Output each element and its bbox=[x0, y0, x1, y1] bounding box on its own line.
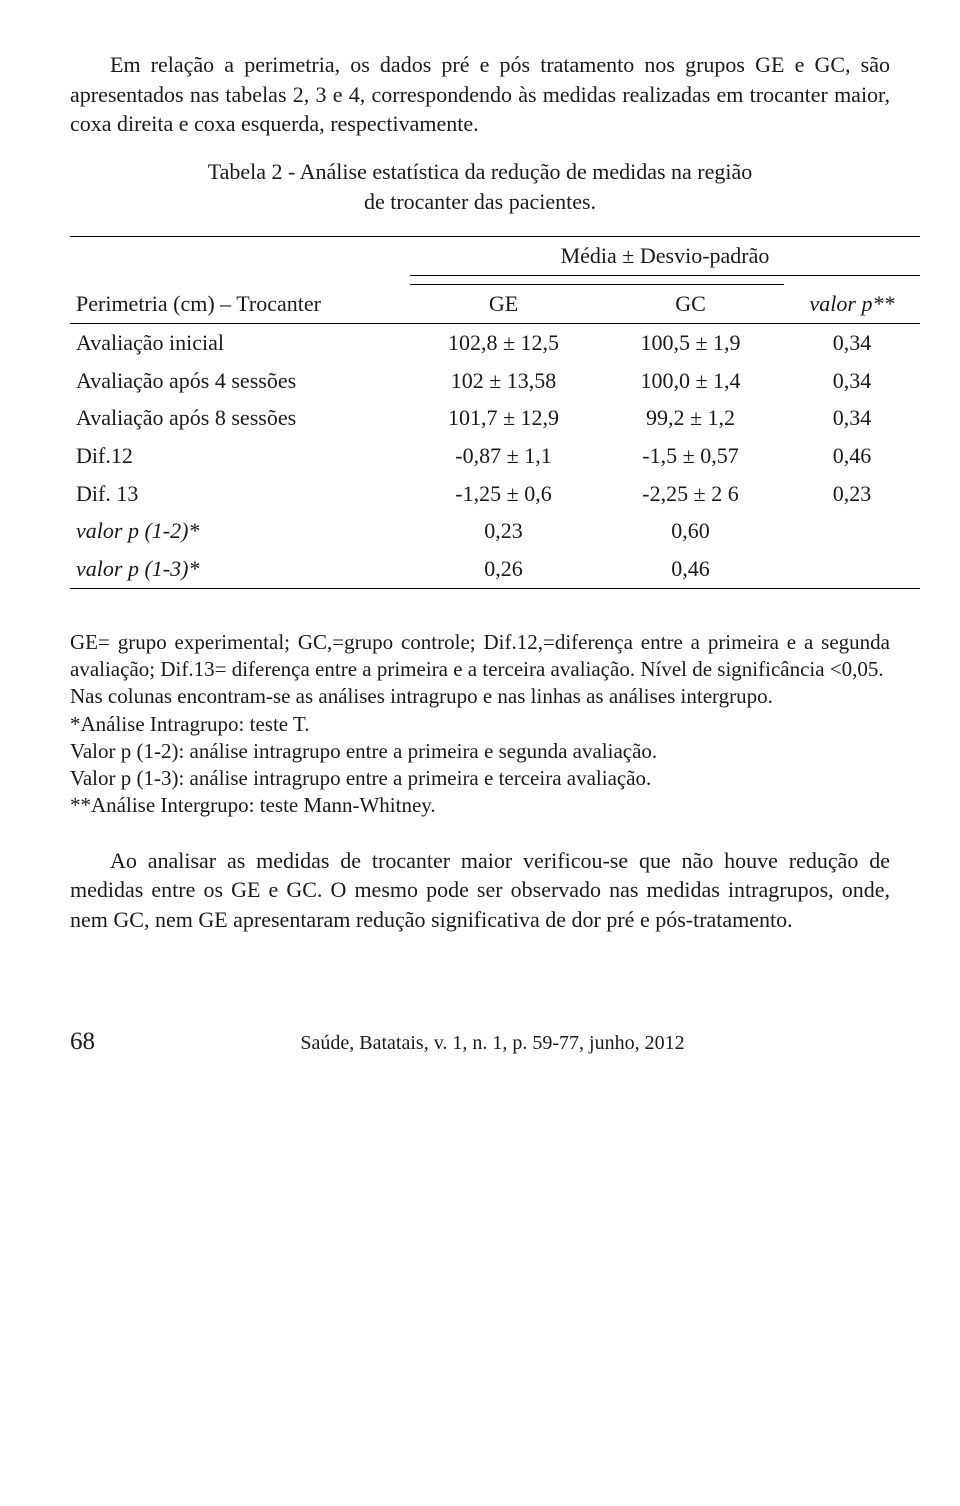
cell-gc: 99,2 ± 1,2 bbox=[597, 399, 784, 437]
page-number: 68 bbox=[70, 1025, 95, 1059]
table-notes: GE= grupo experimental; GC,=grupo contro… bbox=[70, 629, 890, 820]
footer-citation: Saúde, Batatais, v. 1, n. 1, p. 59-77, j… bbox=[95, 1030, 890, 1057]
note-line: Nas colunas encontram-se as análises int… bbox=[70, 683, 890, 710]
row-label: Dif. 13 bbox=[70, 475, 410, 513]
note-line: GE= grupo experimental; GC,=grupo contro… bbox=[70, 629, 890, 684]
cell-ge: -1,25 ± 0,6 bbox=[410, 475, 597, 513]
data-table: Média ± Desvio-padrão Perimetria (cm) – … bbox=[70, 236, 920, 588]
blank-corner bbox=[70, 237, 410, 276]
group-spanner bbox=[410, 276, 784, 285]
intro-paragraph: Em relação a perimetria, os dados pré e … bbox=[70, 50, 890, 139]
table-row: Avaliação após 8 sessões101,7 ± 12,999,2… bbox=[70, 399, 920, 437]
table-body: Avaliação inicial102,8 ± 12,5100,5 ± 1,9… bbox=[70, 323, 920, 588]
closing-paragraph: Ao analisar as medidas de trocanter maio… bbox=[70, 846, 890, 935]
table-row: valor p (1-3)*0,260,46 bbox=[70, 550, 920, 588]
cell-ge: 0,26 bbox=[410, 550, 597, 588]
cell-p: 0,34 bbox=[784, 323, 920, 361]
cell-ge: 102 ± 13,58 bbox=[410, 362, 597, 400]
note-line: Valor p (1-3): análise intragrupo entre … bbox=[70, 765, 890, 792]
table-caption-line2: de trocanter das pacientes. bbox=[364, 189, 596, 214]
row-label: valor p (1-2)* bbox=[70, 512, 410, 550]
table-row: Dif.12-0,87 ± 1,1-1,5 ± 0,570,46 bbox=[70, 437, 920, 475]
table-caption: Tabela 2 - Análise estatística da reduçã… bbox=[70, 157, 890, 216]
cell-ge: -0,87 ± 1,1 bbox=[410, 437, 597, 475]
cell-gc: 100,5 ± 1,9 bbox=[597, 323, 784, 361]
cell-gc: 0,46 bbox=[597, 550, 784, 588]
blank bbox=[784, 276, 920, 285]
cell-p bbox=[784, 512, 920, 550]
col-ge: GE bbox=[410, 285, 597, 324]
table-row: Avaliação após 4 sessões102 ± 13,58100,0… bbox=[70, 362, 920, 400]
page-footer: 68 Saúde, Batatais, v. 1, n. 1, p. 59-77… bbox=[70, 1025, 890, 1059]
note-line: Valor p (1-2): análise intragrupo entre … bbox=[70, 738, 890, 765]
row-label: Avaliação após 4 sessões bbox=[70, 362, 410, 400]
row-label: Avaliação inicial bbox=[70, 323, 410, 361]
table-2: Média ± Desvio-padrão Perimetria (cm) – … bbox=[70, 236, 920, 588]
table-row: valor p (1-2)*0,230,60 bbox=[70, 512, 920, 550]
row-label: Avaliação após 8 sessões bbox=[70, 399, 410, 437]
col-p: valor p** bbox=[784, 285, 920, 324]
cell-p bbox=[784, 550, 920, 588]
table-row: Avaliação inicial102,8 ± 12,5100,5 ± 1,9… bbox=[70, 323, 920, 361]
cell-ge: 101,7 ± 12,9 bbox=[410, 399, 597, 437]
cell-gc: 0,60 bbox=[597, 512, 784, 550]
row-label: Dif.12 bbox=[70, 437, 410, 475]
table-row: Dif. 13-1,25 ± 0,6-2,25 ± 2 60,23 bbox=[70, 475, 920, 513]
table-caption-line1: Tabela 2 - Análise estatística da reduçã… bbox=[208, 159, 753, 184]
cell-ge: 0,23 bbox=[410, 512, 597, 550]
col-gc: GC bbox=[597, 285, 784, 324]
cell-gc: -1,5 ± 0,57 bbox=[597, 437, 784, 475]
cell-p: 0,34 bbox=[784, 362, 920, 400]
row-label: valor p (1-3)* bbox=[70, 550, 410, 588]
super-header: Média ± Desvio-padrão bbox=[410, 237, 920, 276]
note-line: *Análise Intragrupo: teste T. bbox=[70, 711, 890, 738]
cell-gc: 100,0 ± 1,4 bbox=[597, 362, 784, 400]
cell-p: 0,34 bbox=[784, 399, 920, 437]
note-line: **Análise Intergrupo: teste Mann-Whitney… bbox=[70, 792, 890, 819]
row-header-title: Perimetria (cm) – Trocanter bbox=[70, 285, 410, 324]
cell-gc: -2,25 ± 2 6 bbox=[597, 475, 784, 513]
cell-p: 0,46 bbox=[784, 437, 920, 475]
cell-ge: 102,8 ± 12,5 bbox=[410, 323, 597, 361]
cell-p: 0,23 bbox=[784, 475, 920, 513]
blank bbox=[70, 276, 410, 285]
